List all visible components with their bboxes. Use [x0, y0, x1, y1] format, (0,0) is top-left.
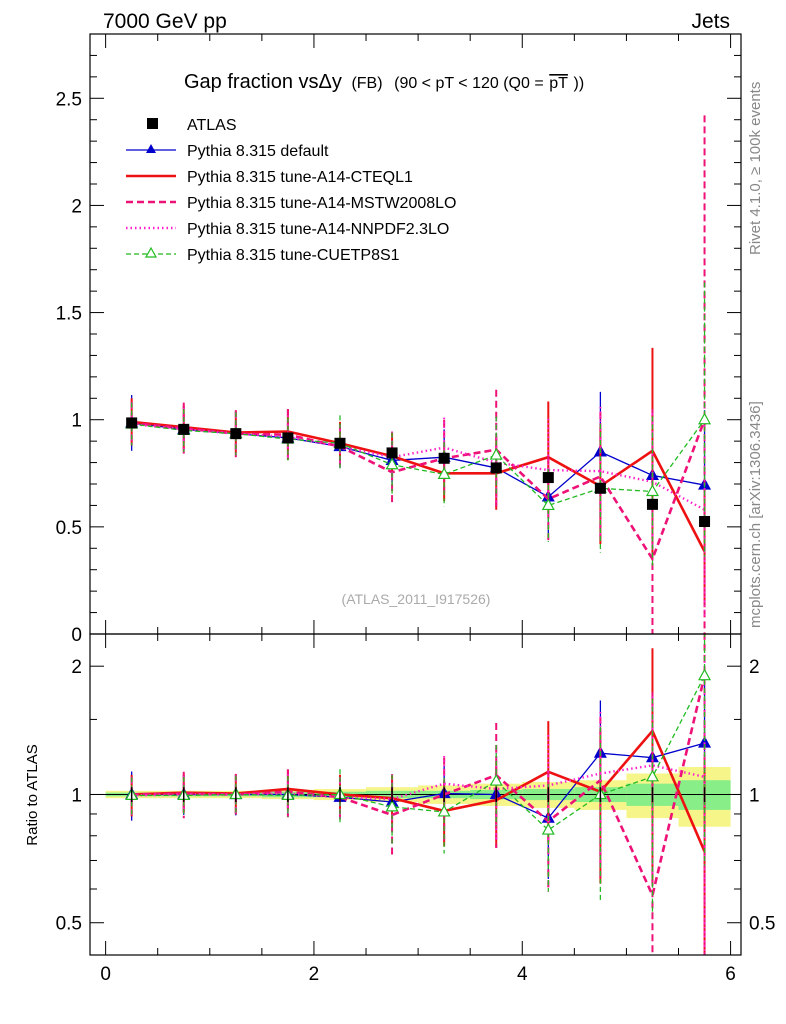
legend-label-cuetp8s1: Pythia 8.315 tune-CUETP8S1 [187, 247, 400, 264]
main-ytick-label: 2 [71, 196, 82, 217]
atlas-data-point [334, 437, 346, 449]
legend-marker-default [146, 144, 156, 153]
atlas-data-point [490, 462, 502, 474]
series-layer [125, 115, 712, 955]
atlas-data-point [126, 417, 138, 429]
cuetp8s1-marker [385, 457, 399, 470]
legend-label-mstw: Pythia 8.315 tune-A14-MSTW2008LO [187, 195, 456, 212]
ratio-ytick-label-left: 0.5 [56, 914, 82, 935]
main-ytick-label: 1.5 [56, 304, 82, 325]
cteql1-line [131, 420, 706, 553]
legend-label-atlas: ATLAS [187, 117, 237, 134]
atlas-data-point [178, 423, 190, 435]
ratio-ytick-label-left: 2 [71, 657, 82, 678]
atlas-data-point [386, 447, 398, 459]
xtick-label: 6 [725, 964, 736, 985]
legend: ATLAS Pythia 8.315 default Pythia 8.315 … [126, 117, 456, 264]
main-ytick-label: 1 [71, 411, 82, 432]
title-close: )) [573, 75, 584, 92]
atlas-data-point [282, 432, 294, 444]
ratio-ytick-label-right: 1 [749, 785, 760, 806]
title-main: Gap fraction vsΔy [184, 71, 342, 93]
cuetp8s1-marker [489, 447, 503, 460]
main-series-group [125, 115, 712, 634]
axes-ticks: 0 0.5 1 1.5 2 2.5 0.5 0.5 1 1 2 2 0 2 4 6 [56, 34, 775, 985]
mcplots-label: mcplots.cern.ch [arXiv:1306.3436] [747, 401, 764, 628]
default-line [131, 422, 705, 498]
atlas-data-point [438, 452, 450, 464]
nnpdf-ratio-line [131, 764, 705, 801]
analysis-id: (ATLAS_2011_I917526) [342, 591, 491, 607]
title-pt: pT [549, 75, 568, 92]
xtick-label: 4 [517, 964, 528, 985]
cuetp8s1-ratio-marker [385, 799, 399, 812]
ratio-panel-frame [89, 633, 742, 956]
cuetp8s1-ratio-marker [541, 822, 555, 835]
xtick-label: 0 [100, 964, 111, 985]
cuetp8s1-ratio-line [131, 675, 706, 831]
legend-marker-cuetp8s1 [144, 246, 158, 258]
main-ytick-label: 0 [71, 625, 82, 646]
legend-marker-atlas [147, 118, 158, 129]
ratio-series-group [125, 634, 712, 955]
cuetp8s1-marker [541, 498, 555, 511]
header-energy: 7000 GeV pp [103, 10, 227, 33]
atlas-data-point [594, 482, 606, 494]
header-jets: Jets [691, 10, 730, 33]
cuetp8s1-ratio-marker [437, 804, 451, 817]
cuetp8s1-marker [645, 484, 659, 497]
ratio-uncertainty-band [105, 766, 731, 827]
xtick-label: 2 [309, 964, 320, 985]
legend-label-nnpdf: Pythia 8.315 tune-A14-NNPDF2.3LO [187, 221, 449, 238]
legend-label-cteql1: Pythia 8.315 tune-A14-CTEQL1 [187, 169, 413, 186]
plot-title: Gap fraction vsΔy (FB) (90 < pT < 120 (Q… [184, 71, 584, 93]
rivet-label: Rivet 4.1.0, ≥ 100k events [747, 82, 764, 255]
legend-label-default: Pythia 8.315 default [187, 143, 329, 160]
cuetp8s1-line [131, 419, 706, 507]
ratio-ylabel: Ratio to ATLAS [24, 744, 41, 845]
cuetp8s1-ratio-marker [698, 668, 712, 681]
main-ytick-label: 2.5 [56, 89, 82, 110]
ratio-ytick-label-right: 2 [749, 657, 760, 678]
title-fb: (FB) [351, 75, 382, 92]
cuetp8s1-marker [437, 467, 451, 479]
main-ytick-label: 0.5 [56, 518, 82, 539]
title-range: (90 < pT < 120 (Q0 = [394, 75, 544, 92]
atlas-data-point [646, 498, 658, 510]
cuetp8s1-ratio-marker [645, 769, 659, 782]
ratio-ytick-label-left: 1 [71, 785, 82, 806]
mstw-ratio-line [131, 675, 706, 900]
atlas-data-point [230, 428, 242, 440]
mstw-line [131, 419, 706, 562]
nnpdf-line [131, 422, 706, 511]
ratio-ytick-label-right: 0.5 [749, 914, 775, 935]
atlas-data-point [542, 472, 554, 484]
atlas-data-point [699, 516, 711, 527]
cuetp8s1-ratio-marker [489, 773, 503, 786]
cuetp8s1-marker [698, 412, 712, 425]
